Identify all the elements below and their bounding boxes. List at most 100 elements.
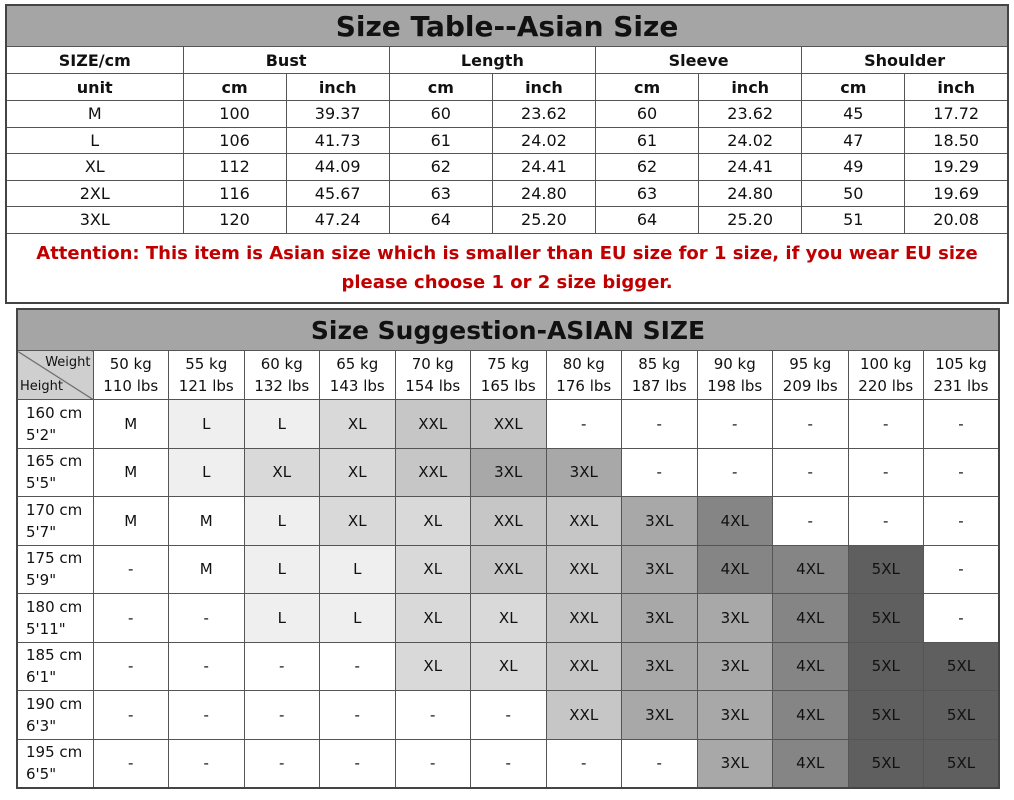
size-suggestion: - (923, 447, 1000, 497)
size-suggestion: 5XL (923, 641, 1000, 691)
height-header: 165 cm 5'5" (16, 447, 94, 497)
size-suggestion: L (243, 399, 320, 449)
size-suggestion: L (319, 593, 396, 643)
size-cell: 24.02 (491, 126, 597, 154)
size-cell: 63 (594, 179, 700, 207)
weight-kg: 100 kg (859, 355, 912, 373)
size-suggestion: 3XL (621, 593, 698, 643)
size-table: Size Table--Asian Size SIZE/cm Bust Length S… (5, 4, 1009, 304)
size-suggestion: - (847, 496, 924, 546)
size-suggestion: - (470, 738, 547, 789)
size-suggestion: XL (319, 447, 396, 497)
size-suggestion: 5XL (847, 690, 924, 740)
height-cm: 175 cm (26, 549, 83, 568)
size-cell: 24.02 (698, 126, 803, 154)
unit-cell: cm (182, 73, 287, 101)
height-cm: 190 cm (26, 694, 83, 713)
height-header: 190 cm 6'3" (16, 690, 94, 740)
height-header: 185 cm 6'1" (16, 641, 94, 691)
size-cell: 25.20 (491, 206, 597, 234)
size-suggestion: M (92, 447, 169, 497)
weight-header: 70 kg 154 lbs (394, 350, 471, 400)
size-suggestion: L (319, 544, 396, 594)
size-cell: 64 (388, 206, 493, 234)
unit-cell: inch (904, 73, 1009, 101)
size-suggestion: 5XL (847, 641, 924, 691)
header-cell: SIZE/cm (5, 46, 184, 74)
weight-kg: 80 kg (562, 355, 605, 373)
size-suggestion: XXL (394, 447, 471, 497)
size-suggestion: - (772, 399, 849, 449)
size-suggestion: XXL (545, 593, 622, 643)
size-suggestion: L (243, 593, 320, 643)
size-suggestion: - (243, 641, 320, 691)
weight-lbs: 198 lbs (707, 377, 763, 395)
size-suggestion: L (168, 399, 245, 449)
size-suggestion: 3XL (621, 496, 698, 546)
size-suggestion: - (696, 399, 773, 449)
weight-kg: 95 kg (789, 355, 832, 373)
weight-lbs: 132 lbs (254, 377, 310, 395)
size-suggestion: - (772, 447, 849, 497)
weight-lbs: 220 lbs (858, 377, 914, 395)
size-cell: 3XL (5, 206, 184, 234)
size-suggestion: 3XL (696, 593, 773, 643)
weight-header: 95 kg 209 lbs (772, 350, 849, 400)
size-cell: 51 (801, 206, 906, 234)
size-suggestion: 3XL (621, 544, 698, 594)
size-suggestion: XL (319, 496, 396, 546)
size-suggestion: - (696, 447, 773, 497)
size-suggestion: - (92, 738, 169, 789)
size-suggestion: - (621, 447, 698, 497)
size-cell: 20.08 (904, 206, 1009, 234)
size-cell: 60 (388, 100, 493, 128)
size-suggestion: - (92, 641, 169, 691)
weight-kg: 75 kg (487, 355, 530, 373)
size-cell: 19.29 (904, 153, 1009, 181)
size-cell: 2XL (5, 179, 184, 207)
corner-height: Height (20, 379, 63, 394)
size-suggestion: - (168, 593, 245, 643)
height-row: 170 cm 5'7" M M L XL XL XXL XXL 3XL 4XL - - - (16, 496, 1000, 546)
weight-lbs: 165 lbs (480, 377, 536, 395)
height-row: 165 cm 5'5" M L XL XL XXL 3XL 3XL - - - - - (16, 447, 1000, 497)
size-suggestion: XL (470, 593, 547, 643)
size-suggestion: 3XL (696, 690, 773, 740)
size-suggestion: - (847, 399, 924, 449)
height-ft: 5'5" (26, 474, 57, 493)
header-cell: Sleeve (594, 46, 803, 74)
size-row: XL 112 44.09 62 24.41 62 24.41 49 19.29 (5, 153, 1009, 181)
size-cell: 47 (801, 126, 906, 154)
size-suggestion: 3XL (545, 447, 622, 497)
size-row: 3XL 120 47.24 64 25.20 64 25.20 51 20.08 (5, 206, 1009, 234)
size-cell: 44.09 (285, 153, 390, 181)
size-suggestion: L (168, 447, 245, 497)
size-suggestion: 3XL (696, 738, 773, 789)
weight-lbs: 121 lbs (178, 377, 234, 395)
height-row: 175 cm 5'9" - M L L XL XXL XXL 3XL 4XL 4XL 5XL - (16, 544, 1000, 594)
size-suggestion: - (92, 544, 169, 594)
weight-kg: 70 kg (411, 355, 454, 373)
size-cell: 61 (388, 126, 493, 154)
height-ft: 6'5" (26, 765, 57, 784)
size-cell: 23.62 (491, 100, 597, 128)
size-suggestion: XL (319, 399, 396, 449)
weight-header: 50 kg 110 lbs (92, 350, 169, 400)
size-suggestion: XXL (545, 690, 622, 740)
height-cm: 170 cm (26, 500, 83, 519)
table-title: Size Suggestion-ASIAN SIZE (16, 308, 1000, 351)
size-suggestion: 4XL (696, 544, 773, 594)
attention-row: Attention: This item is Asian size which… (5, 232, 1009, 303)
unit-row: unit cm inch cm inch cm inch cm inch (5, 73, 1009, 101)
size-suggestion: 4XL (772, 544, 849, 594)
size-suggestion: 5XL (847, 593, 924, 643)
size-suggestion: - (470, 690, 547, 740)
size-row: L 106 41.73 61 24.02 61 24.02 47 18.50 (5, 126, 1009, 154)
weight-lbs: 231 lbs (933, 377, 989, 395)
size-cell: 116 (182, 179, 287, 207)
size-cell: L (5, 126, 184, 154)
size-suggestion: XL (394, 496, 471, 546)
weight-header: 65 kg 143 lbs (319, 350, 396, 400)
size-suggestion: XXL (394, 399, 471, 449)
